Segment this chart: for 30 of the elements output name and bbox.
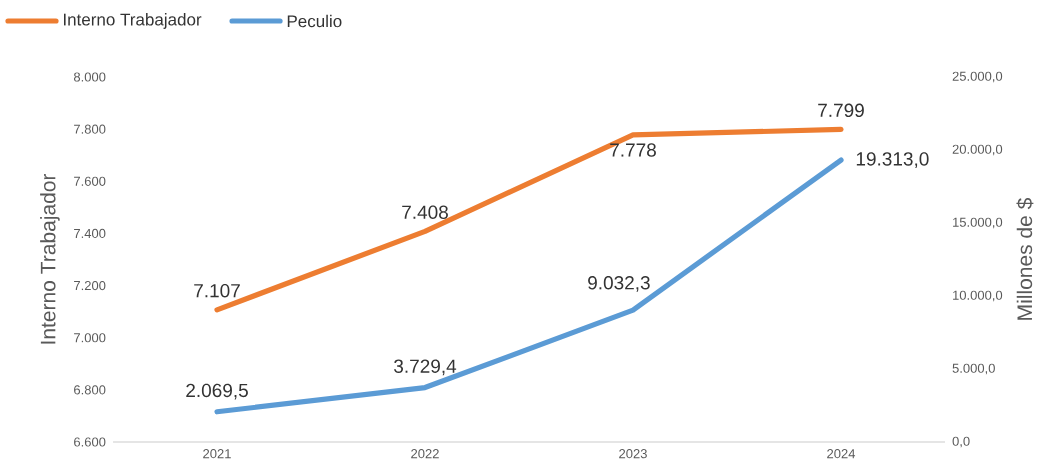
y-axis-title: Interno Trabajador [40,173,60,344]
y-tick-label: 7.600 [74,176,106,186]
y-tick-label: 7.200 [74,280,106,291]
x-tick-label: 2021 [203,449,231,459]
y-tick-label: 7.000 [74,333,106,343]
data-label: 7.408 [402,205,448,219]
y2-tick-label: 20.000,0 [952,144,1003,156]
y2-tick-label: 0,0 [952,436,970,448]
data-label: 9.032,3 [588,276,650,292]
y-tick-label: 6.600 [74,437,106,447]
x-tick-label: 2022 [411,449,439,459]
y2-tick-label: 5.000,0 [952,363,995,375]
y-tick-label: 7.800 [74,124,106,134]
y2-tick-label: 15.000,0 [953,217,1003,229]
y-tick-label: 7.400 [74,228,106,239]
y2-axis-title: Millones de $ [1016,198,1034,320]
x-tick-label: 2024 [827,449,856,459]
y2-tick-label: 10.000,0 [953,290,1003,302]
x-tick-label: 2023 [619,449,647,459]
data-label: 3.729,4 [394,359,457,376]
y-tick-label: 6.800 [74,385,106,395]
data-label: 7.107 [194,283,240,298]
legend-label: Peculio [287,14,342,28]
data-label: 7.799 [818,103,864,118]
data-label: 2.069,5 [186,383,248,400]
data-label: 7.778 [610,143,656,157]
legend-label: Interno Trabajador [63,13,202,29]
y-tick-label: 8.000 [73,72,106,82]
data-label: 19.313,0 [856,152,929,168]
y2-tick-label: 25.000,0 [952,71,1003,83]
